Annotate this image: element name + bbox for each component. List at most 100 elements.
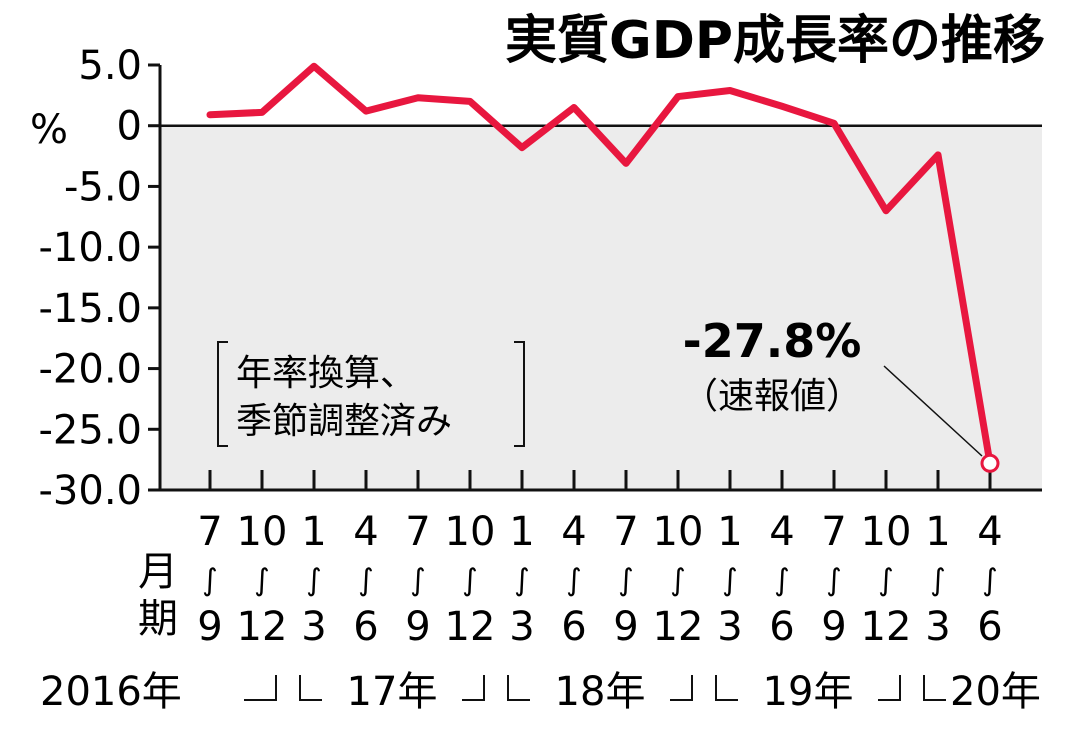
x-tick-label-start: 10 xyxy=(445,509,496,555)
year-bracket xyxy=(299,675,322,701)
x-tick-label-end: 12 xyxy=(445,604,496,650)
year-bracket xyxy=(244,675,277,701)
note-line-2: 季節調整済み xyxy=(236,401,452,442)
y-tick-label: -30.0 xyxy=(39,468,143,514)
x-tick-separator: ∫ xyxy=(982,563,998,598)
x-tick-label-start: 10 xyxy=(237,509,288,555)
year-bracket xyxy=(462,675,485,701)
x-tick-label-start: 10 xyxy=(861,509,912,555)
y-tick-label: -15.0 xyxy=(39,286,143,332)
x-tick-label-end: 6 xyxy=(353,604,378,650)
annotation-sub: （速報値） xyxy=(682,376,862,417)
year-bracket xyxy=(878,675,901,701)
x-tick-label-end: 6 xyxy=(769,604,794,650)
x-tick-label-end: 12 xyxy=(653,604,704,650)
year-label: 20年 xyxy=(950,669,1041,715)
y-axis-unit: % xyxy=(30,107,68,153)
series-line xyxy=(206,62,994,467)
x-tick-label-start: 4 xyxy=(561,509,586,555)
x-tick-labels: 7 ∫ 9 10 ∫ 12 1 ∫ 3 4 ∫ 6 7 ∫ 9 10 ∫ 12 1 ∫ 3 4 ∫ 6 7 ∫ 9 10 ∫ 12 1 ∫ 3 4… xyxy=(197,509,1002,650)
x-tick-label-end: 12 xyxy=(861,604,912,650)
data-point xyxy=(779,103,785,109)
x-tick-separator: ∫ xyxy=(670,563,686,598)
x-tick-label-start: 1 xyxy=(925,509,950,555)
x-tick-label-end: 6 xyxy=(561,604,586,650)
x-tick-label-end: 9 xyxy=(613,604,638,650)
data-point xyxy=(571,105,577,110)
x-tick-label-start: 7 xyxy=(197,509,222,555)
x-tick-label-end: 3 xyxy=(925,604,950,650)
x-tick-label-end: 3 xyxy=(717,604,742,650)
data-point xyxy=(935,152,941,158)
y-tick-label: -5.0 xyxy=(64,164,142,210)
annotation-leader-line xyxy=(883,365,983,457)
data-point xyxy=(883,208,889,214)
x-tick-separator: ∫ xyxy=(566,563,582,598)
y-tick-label: -25.0 xyxy=(39,407,143,453)
year-bracket xyxy=(715,675,738,701)
annotation-value: -27.8% xyxy=(683,314,862,368)
period-axis-label-term: 期 xyxy=(138,596,178,642)
x-tick-separator: ∫ xyxy=(358,563,374,598)
year-label: 19年 xyxy=(763,669,854,715)
data-point xyxy=(311,63,317,69)
year-bracket xyxy=(923,675,946,701)
y-tick-label: 5.0 xyxy=(78,43,142,89)
data-point xyxy=(467,98,473,104)
x-tick-label-start: 10 xyxy=(653,509,704,555)
year-labels: 2016年 17年 18年 19年 20年 xyxy=(40,669,1041,715)
x-tick-label-start: 7 xyxy=(405,509,430,555)
x-tick-label-end: 3 xyxy=(509,604,534,650)
data-point xyxy=(675,94,681,100)
x-tick-label-end: 9 xyxy=(405,604,430,650)
x-tick-label-end: 12 xyxy=(237,604,288,650)
x-tick-label-end: 9 xyxy=(821,604,846,650)
y-tick-labels: 5.0 0 -5.0 -10.0 -15.0 -20.0 -25.0 -30.0 xyxy=(39,43,143,514)
year-label: 18年 xyxy=(555,669,646,715)
data-point xyxy=(831,120,837,126)
data-point xyxy=(415,95,421,101)
x-tick-separator: ∫ xyxy=(514,563,530,598)
x-tick-label-end: 9 xyxy=(197,604,222,650)
x-tick-separator: ∫ xyxy=(462,563,478,598)
data-point xyxy=(623,160,629,166)
x-tick-separator: ∫ xyxy=(254,563,270,598)
y-tick-label: -10.0 xyxy=(39,225,143,271)
x-tick-label-start: 4 xyxy=(769,509,794,555)
x-tick-label-start: 7 xyxy=(821,509,846,555)
x-tick-separator: ∫ xyxy=(930,563,946,598)
x-tick-separator: ∫ xyxy=(722,563,738,598)
x-tick-label-start: 1 xyxy=(509,509,534,555)
x-tick-separator: ∫ xyxy=(878,563,894,598)
data-point xyxy=(259,109,265,115)
note-line-1: 年率換算、 xyxy=(236,353,416,394)
data-point xyxy=(363,108,369,114)
x-tick-separator: ∫ xyxy=(410,563,426,598)
x-tick-label-start: 4 xyxy=(353,509,378,555)
data-point xyxy=(727,88,733,93)
x-tick-separator: ∫ xyxy=(202,563,218,598)
year-label: 2016年 xyxy=(40,669,182,715)
data-point xyxy=(519,145,525,151)
x-tick-separator: ∫ xyxy=(774,563,790,598)
x-tick-separator: ∫ xyxy=(306,563,322,598)
note-box: 年率換算、 季節調整済み xyxy=(217,341,525,447)
year-label: 17年 xyxy=(347,669,438,715)
x-tick-label-start: 4 xyxy=(977,509,1002,555)
year-bracket xyxy=(507,675,530,701)
x-ticks xyxy=(208,470,992,490)
x-tick-separator: ∫ xyxy=(826,563,842,598)
y-tick-label: -20.0 xyxy=(39,347,143,393)
x-tick-label-start: 7 xyxy=(613,509,638,555)
data-point xyxy=(980,453,1000,473)
data-point xyxy=(207,112,213,118)
x-tick-label-end: 3 xyxy=(301,604,326,650)
negative-region-background xyxy=(160,125,1042,490)
x-tick-label-start: 1 xyxy=(301,509,326,555)
x-tick-label-start: 1 xyxy=(717,509,742,555)
x-tick-separator: ∫ xyxy=(618,563,634,598)
x-tick-label-end: 6 xyxy=(977,604,1002,650)
period-axis-label-month: 月 xyxy=(138,549,178,595)
y-tick-label: 0 xyxy=(117,104,142,150)
